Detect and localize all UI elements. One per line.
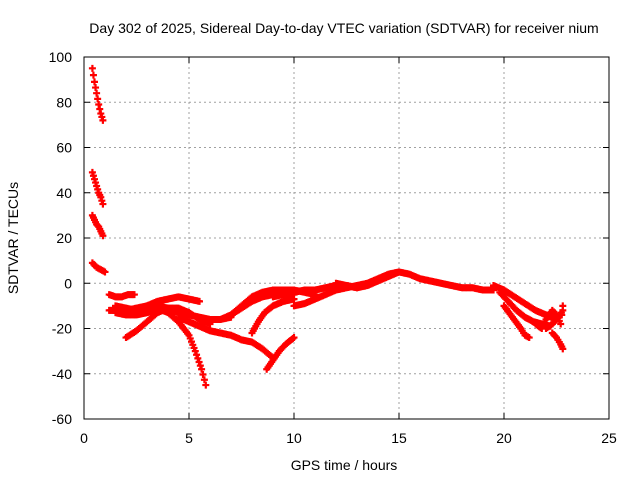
x-tick-label: 0 xyxy=(80,430,88,446)
grid xyxy=(84,57,609,419)
data-point xyxy=(101,268,109,276)
data-point xyxy=(290,334,298,342)
series-arc-a xyxy=(88,64,107,124)
y-tick-label: 80 xyxy=(56,94,72,110)
data-point-interp xyxy=(196,362,204,370)
data-point xyxy=(196,297,203,305)
y-tick-label: 40 xyxy=(56,185,72,201)
data-point xyxy=(525,334,533,342)
data-point-interp xyxy=(193,351,201,359)
chart-title: Day 302 of 2025, Sidereal Day-to-day VTE… xyxy=(89,20,598,36)
x-tick-label: 20 xyxy=(496,430,512,446)
data-point xyxy=(290,295,298,303)
data-point-interp xyxy=(199,371,207,379)
x-tick-label: 25 xyxy=(601,430,617,446)
data-point xyxy=(202,381,210,389)
y-tick-label: -60 xyxy=(52,411,72,427)
data-point xyxy=(99,232,107,240)
series-arc-e xyxy=(105,291,138,301)
x-axis-label: GPS time / hours xyxy=(291,457,398,473)
series-arc-j xyxy=(154,304,210,389)
series-arc-u xyxy=(500,302,533,342)
x-tick-label: 5 xyxy=(185,430,193,446)
data-point xyxy=(99,116,107,124)
axis-ticks: 0 5 10 15 20 25 -60 -40 -20 0 20 40 60 80 100 xyxy=(49,49,617,446)
series-arc-k xyxy=(175,313,277,362)
y-tick-label: 60 xyxy=(56,140,72,156)
series-arc-n xyxy=(248,295,298,337)
data-point xyxy=(191,347,199,355)
y-tick-label: -40 xyxy=(52,366,72,382)
data-point xyxy=(557,320,565,328)
data-point xyxy=(198,365,206,373)
data-point-interp xyxy=(195,358,203,366)
data-point xyxy=(88,64,96,72)
data-point-interp xyxy=(89,71,97,79)
series-arc-w xyxy=(548,329,567,353)
series-arc-x xyxy=(542,306,567,332)
data-point xyxy=(99,200,107,208)
data-points xyxy=(88,64,567,389)
x-tick-label: 15 xyxy=(391,430,407,446)
data-point-interp xyxy=(194,354,202,362)
data-point xyxy=(559,345,567,353)
y-tick-label: -20 xyxy=(52,321,72,337)
series-arc-b xyxy=(88,168,107,208)
series-arc-r xyxy=(332,268,497,294)
series-arc-d xyxy=(88,259,109,276)
x-tick-label: 10 xyxy=(286,430,302,446)
data-point-interp xyxy=(200,376,208,384)
data-point xyxy=(130,291,138,299)
data-point xyxy=(559,306,567,314)
y-tick-label: 100 xyxy=(49,49,73,65)
y-tick-label: 0 xyxy=(64,275,72,291)
series-arc-c xyxy=(88,211,107,240)
y-axis-label: SDTVAR / TECUs xyxy=(5,182,21,294)
series-arc-o xyxy=(263,334,298,373)
y-tick-label: 20 xyxy=(56,230,72,246)
